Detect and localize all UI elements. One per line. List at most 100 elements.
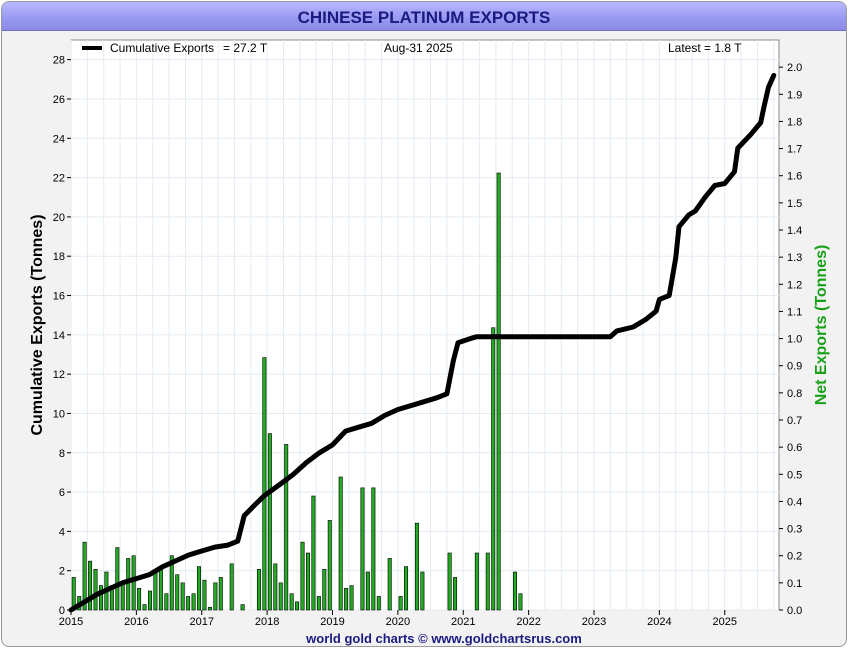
net-export-bar (207, 606, 212, 611)
right-tick-label: 1.2 (787, 279, 802, 291)
net-export-bar (273, 563, 278, 611)
right-tick-label: 1.8 (787, 116, 802, 128)
legend-label: Cumulative Exports (110, 41, 214, 55)
net-export-bar (131, 555, 136, 611)
net-export-bar (398, 596, 403, 611)
right-tick-label: 1.0 (787, 334, 802, 346)
left-tick-label: 8 (59, 448, 65, 460)
net-export-bar (322, 568, 327, 611)
cumulative-line (68, 72, 777, 613)
latest-label: Latest = 1.8 T (668, 41, 742, 55)
net-export-bar (311, 495, 316, 611)
right-tick-label: 1.5 (787, 198, 802, 210)
net-export-bar (491, 327, 496, 611)
left-tick-label: 10 (53, 408, 65, 420)
left-tick-label: 24 (53, 133, 65, 145)
net-export-bar (447, 552, 452, 611)
left-tick-label: 26 (53, 94, 65, 106)
right-tick-label: 1.4 (787, 225, 802, 237)
right-tick-label: 0.8 (787, 388, 802, 400)
x-tick-label: 2018 (255, 616, 279, 628)
title-bar: CHINESE PLATINUM EXPORTS (2, 2, 846, 31)
net-export-bar (349, 585, 354, 611)
net-export-bar (518, 593, 523, 611)
net-export-bar (338, 476, 343, 611)
net-export-bar (344, 587, 349, 611)
right-tick-label: 1.1 (787, 306, 802, 318)
net-export-bar (474, 552, 479, 611)
net-export-bar (142, 604, 147, 611)
left-tick-label: 4 (59, 526, 65, 538)
net-export-bar (153, 571, 158, 611)
right-tick-label: 1.6 (787, 171, 802, 183)
net-export-bar (289, 593, 294, 611)
x-tick-label: 2024 (647, 616, 671, 628)
net-export-bar (256, 568, 261, 611)
left-tick-label: 20 (53, 212, 65, 224)
net-export-bar (267, 433, 272, 611)
net-export-bar (513, 571, 517, 611)
right-tick-label: 0.4 (787, 496, 802, 508)
net-export-bar (126, 558, 131, 611)
net-export-bar (93, 568, 98, 611)
net-export-bar (305, 552, 310, 611)
left-tick-label: 14 (53, 330, 65, 342)
right-tick-label: 0.2 (787, 551, 802, 563)
net-export-bar (284, 444, 289, 611)
left-tick-label: 18 (53, 251, 65, 263)
net-export-bar (202, 579, 207, 611)
right-tick-label: 0.6 (787, 442, 802, 454)
x-tick-label: 2015 (59, 616, 83, 628)
right-tick-label: 1.7 (787, 144, 802, 156)
net-export-bar (371, 487, 376, 611)
net-export-bar (420, 571, 425, 611)
net-export-bar (327, 520, 332, 611)
net-export-bar (158, 568, 163, 611)
net-export-bar (496, 172, 501, 611)
net-export-bar (376, 596, 381, 611)
chart-title: CHINESE PLATINUM EXPORTS (297, 8, 551, 27)
net-export-bar (213, 582, 218, 611)
right-tick-label: 0.5 (787, 469, 802, 481)
x-tick-label: 2021 (451, 616, 475, 628)
left-axis-label: Cumulative Exports (Tonnes) (29, 214, 46, 435)
net-export-bar (295, 601, 300, 611)
net-export-bar (82, 541, 87, 611)
net-export-bar (137, 587, 142, 611)
x-tick-label: 2023 (582, 616, 606, 628)
bars-group (71, 172, 523, 611)
x-tick-label: 2019 (320, 616, 344, 628)
net-export-bar (300, 541, 305, 611)
left-tick-label: 28 (53, 55, 65, 67)
net-export-bar (175, 574, 180, 611)
left-tick-label: 16 (53, 291, 65, 303)
net-export-bar (485, 552, 490, 611)
net-export-bar (115, 547, 120, 611)
right-tick-label: 0.7 (787, 415, 802, 427)
net-export-bar (164, 593, 169, 611)
x-tick-label: 2022 (516, 616, 540, 628)
net-export-bar (197, 566, 202, 611)
right-axis-label: Net Exports (Tonnes) (813, 245, 830, 406)
right-tick-label: 0.3 (787, 524, 802, 536)
net-export-bar (453, 577, 458, 611)
net-export-bar (186, 596, 191, 611)
net-export-bar (365, 571, 370, 611)
legend-value: = 27.2 T (223, 41, 268, 55)
net-export-bar (218, 577, 223, 611)
net-export-bar (404, 566, 409, 611)
net-export-bar (240, 604, 245, 611)
footer-credit: world gold charts © www.goldchartsrus.co… (305, 631, 582, 646)
left-tick-label: 0 (59, 605, 65, 617)
net-export-bar (180, 582, 185, 611)
left-tick-label: 6 (59, 487, 65, 499)
right-axis-ticks: 0.0 0.1 0.2 0.3 0.4 0.5 0.6 0.7 0.8 0.9 1.0 1.1 1.2 1… (779, 62, 802, 617)
right-tick-label: 2.0 (787, 62, 802, 74)
net-export-bar (278, 582, 283, 611)
net-export-bar (98, 585, 103, 611)
left-tick-label: 2 (59, 566, 65, 578)
net-export-bar (169, 555, 174, 611)
net-export-bar (120, 582, 125, 611)
